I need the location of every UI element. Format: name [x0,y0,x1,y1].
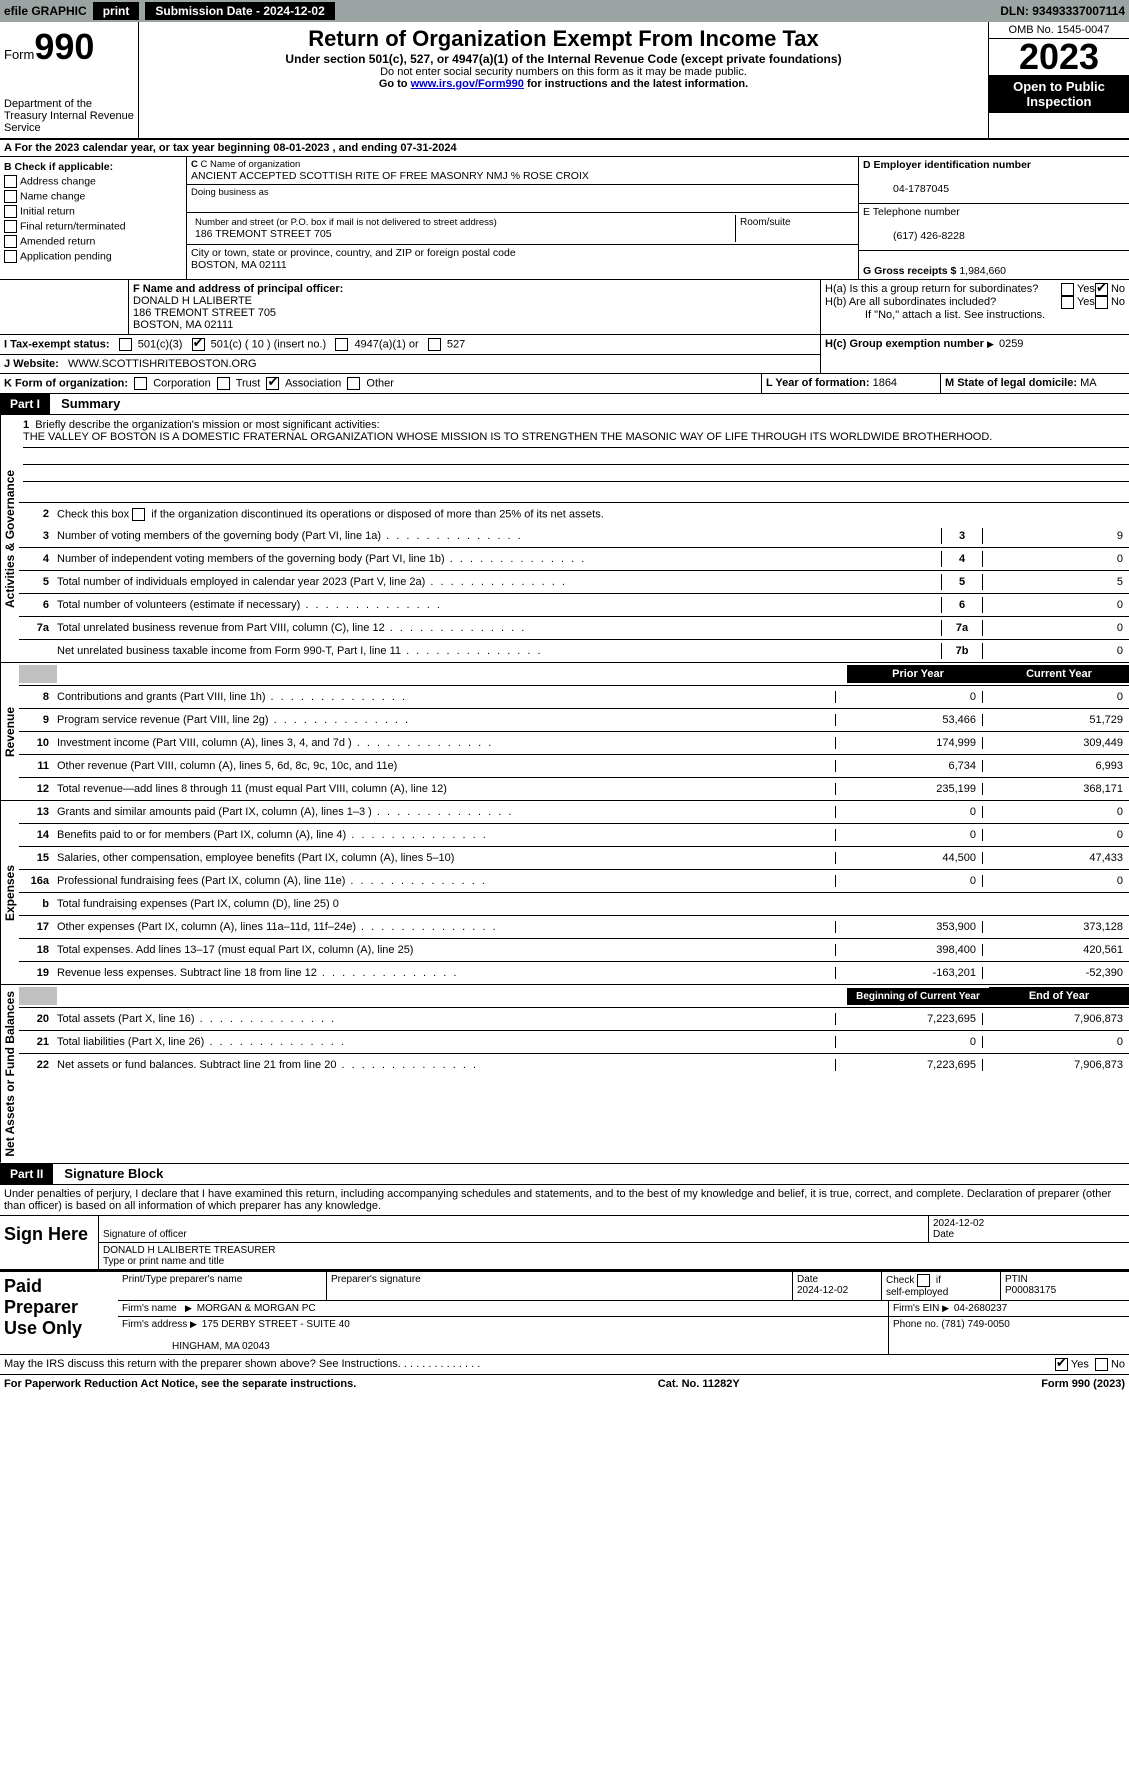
discuss-row: May the IRS discuss this return with the… [0,1354,1129,1374]
self-employed-cell: Check ifself-employed [882,1272,1001,1300]
box-g-receipts: G Gross receipts $ 1,984,660 [859,251,1129,279]
box-e-phone: E Telephone number (617) 426-8228 [859,204,1129,251]
paid-preparer-label: Paid Preparer Use Only [0,1272,118,1354]
line-17: 17Other expenses (Part IX, column (A), l… [19,916,1129,939]
part-1-header: Part I Summary [0,394,1129,415]
dln-label: DLN: 93493337007114 [1000,4,1125,18]
firm-addr-cell: Firm's address 175 DERBY STREET - SUITE … [118,1317,889,1354]
box-c-city: City or town, state or province, country… [187,245,858,273]
efile-label: efile GRAPHIC [4,4,87,18]
line-4: 4Number of independent voting members of… [19,548,1129,571]
activities-governance-section: Activities & Governance 1 Briefly descri… [0,415,1129,663]
row-i-tax-status: I Tax-exempt status: 501(c)(3) 501(c) ( … [0,335,820,355]
line-20: 20Total assets (Part X, line 16)7,223,69… [19,1008,1129,1031]
net-assets-section: Net Assets or Fund Balances Beginning of… [0,985,1129,1164]
tax-year: 2023 [989,39,1129,75]
line-12: 12Total revenue—add lines 8 through 11 (… [19,778,1129,800]
line-18: 18Total expenses. Add lines 13–17 (must … [19,939,1129,962]
line-7a: 7aTotal unrelated business revenue from … [19,617,1129,640]
line-16b: bTotal fundraising expenses (Part IX, co… [19,893,1129,916]
submission-date-button[interactable]: Submission Date - 2024-12-02 [145,2,334,20]
box-c-address: Number and street (or P.O. box if mail i… [187,213,858,245]
form-header: Form990 Department of the Treasury Inter… [0,22,1129,140]
inspection-label: Open to Public Inspection [989,75,1129,113]
row-l: L Year of formation: 1864 [762,374,941,393]
footer-left: For Paperwork Reduction Act Notice, see … [4,1378,356,1390]
line-1-mission: 1 Briefly describe the organization's mi… [19,415,1129,503]
box-hc: H(c) Group exemption number 0259 [821,335,1129,373]
net-assets-header-row: Beginning of Current YearEnd of Year [19,985,1129,1008]
revenue-header-row: Prior YearCurrent Year [19,663,1129,686]
tab-net-assets: Net Assets or Fund Balances [0,985,19,1163]
line-21: 21Total liabilities (Part X, line 26)00 [19,1031,1129,1054]
line-6: 6Total number of volunteers (estimate if… [19,594,1129,617]
line-2: 2Check this box if the organization disc… [19,503,1129,525]
line-22: 22Net assets or fund balances. Subtract … [19,1054,1129,1076]
firm-ein-cell: Firm's EIN 04-2680237 [889,1301,1129,1316]
box-c-dba: Doing business as [187,185,858,213]
revenue-section: Revenue Prior YearCurrent Year 8Contribu… [0,663,1129,801]
firm-phone-cell: Phone no. (781) 749-0050 [889,1317,1129,1354]
box-c-name: C C Name of organization ANCIENT ACCEPTE… [187,157,858,185]
part-2-header: Part II Signature Block [0,1164,1129,1185]
tab-activities-governance: Activities & Governance [0,415,19,662]
row-klm: K Form of organization: Corporation Trus… [0,374,1129,394]
row-ij-hc: I Tax-exempt status: 501(c)(3) 501(c) ( … [0,335,1129,374]
line-10: 10Investment income (Part VIII, column (… [19,732,1129,755]
line-3: 3Number of voting members of the governi… [19,525,1129,548]
row-k: K Form of organization: Corporation Trus… [0,374,762,393]
row-fh: F Name and address of principal officer:… [0,280,1129,335]
line-16a: 16aProfessional fundraising fees (Part I… [19,870,1129,893]
line-9: 9Program service revenue (Part VIII, lin… [19,709,1129,732]
tab-expenses: Expenses [0,801,19,984]
row-m: M State of legal domicile: MA [941,374,1129,393]
line-19: 19Revenue less expenses. Subtract line 1… [19,962,1129,984]
line-8: 8Contributions and grants (Part VIII, li… [19,686,1129,709]
ptin-cell: PTINP00083175 [1001,1272,1129,1300]
form-title: Return of Organization Exempt From Incom… [147,26,980,52]
irs-link[interactable]: www.irs.gov/Form990 [411,78,524,90]
footer-center: Cat. No. 11282Y [658,1378,740,1390]
form-subtitle-3: Go to www.irs.gov/Form990 for instructio… [147,78,980,90]
expenses-section: Expenses 13Grants and similar amounts pa… [0,801,1129,985]
line-13: 13Grants and similar amounts paid (Part … [19,801,1129,824]
box-b: B Check if applicable: Address change Na… [0,157,187,279]
preparer-date-cell: Date2024-12-02 [793,1272,882,1300]
officer-name: DONALD H LALIBERTE TREASURERType or prin… [99,1243,1129,1269]
section-bcd: B Check if applicable: Address change Na… [0,157,1129,280]
top-toolbar: efile GRAPHIC print Submission Date - 20… [0,0,1129,22]
row-j-website: J Website: WWW.SCOTTISHRITEBOSTON.ORG [0,355,820,373]
form-number: Form990 [4,26,134,68]
sign-here-label: Sign Here [0,1216,99,1269]
paid-preparer-section: Paid Preparer Use Only Print/Type prepar… [0,1271,1129,1354]
line-15: 15Salaries, other compensation, employee… [19,847,1129,870]
perjury-text: Under penalties of perjury, I declare th… [0,1185,1129,1216]
firm-name-cell: Firm's name MORGAN & MORGAN PC [118,1301,889,1316]
dept-label: Department of the Treasury Internal Reve… [4,98,134,134]
page-footer: For Paperwork Reduction Act Notice, see … [0,1374,1129,1393]
row-a-tax-period: A For the 2023 calendar year, or tax yea… [0,140,1129,157]
preparer-name-cell: Print/Type preparer's name [118,1272,327,1300]
line-7b: Net unrelated business taxable income fr… [19,640,1129,662]
box-h: H(a) Is this a group return for subordin… [821,280,1129,334]
tab-revenue: Revenue [0,663,19,800]
form-subtitle-2: Do not enter social security numbers on … [147,66,980,78]
line-5: 5Total number of individuals employed in… [19,571,1129,594]
box-f: F Name and address of principal officer:… [129,280,821,334]
print-button[interactable]: print [93,2,140,20]
footer-right: Form 990 (2023) [1041,1378,1125,1390]
box-d-ein: D Employer identification number 04-1787… [859,157,1129,204]
line-11: 11Other revenue (Part VIII, column (A), … [19,755,1129,778]
line-14: 14Benefits paid to or for members (Part … [19,824,1129,847]
form-subtitle-1: Under section 501(c), 527, or 4947(a)(1)… [147,52,980,66]
preparer-sig-cell: Preparer's signature [327,1272,793,1300]
sign-here-section: Sign Here Signature of officer 2024-12-0… [0,1216,1129,1271]
